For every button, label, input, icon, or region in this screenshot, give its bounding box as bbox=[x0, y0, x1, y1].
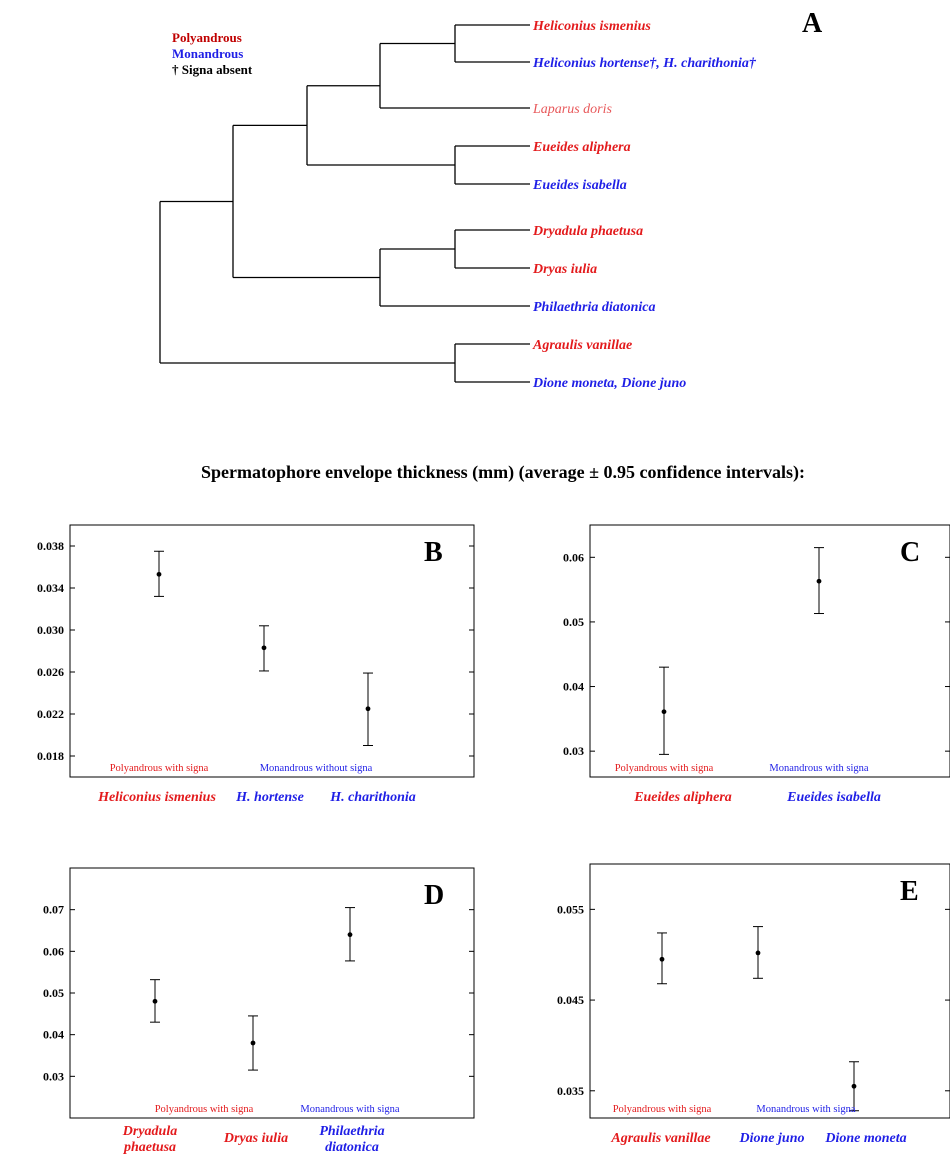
mean-point bbox=[250, 1040, 256, 1046]
panel-c: 0.06 0.05 0.04 0.03 Eueides aliphera Eueides … bbox=[563, 524, 950, 805]
y-tick-label: 0.038 bbox=[37, 539, 64, 553]
species-label: Philaethria diatonica bbox=[319, 1124, 384, 1154]
mean-point bbox=[816, 578, 822, 584]
tip-label: Eueides aliphera bbox=[532, 140, 631, 155]
panel-label: B bbox=[424, 537, 443, 568]
mean-point bbox=[347, 932, 353, 938]
tip-label: Dione moneta, Dione juno bbox=[532, 376, 686, 391]
mean-point bbox=[156, 571, 162, 577]
y-tick-label: 0.06 bbox=[563, 550, 584, 564]
y-tick-label: 0.05 bbox=[563, 615, 584, 629]
mean-point bbox=[152, 998, 158, 1004]
group-label: Monandrous with signa bbox=[769, 763, 869, 774]
legend-entry: Monandrous bbox=[172, 46, 243, 61]
panel-b: 0.038 0.034 0.030 0.026 0.022 0.018 Heliconius… bbox=[37, 524, 475, 805]
group-label: Monandrous without signa bbox=[260, 763, 373, 774]
species-label: Eueides aliphera bbox=[633, 790, 732, 805]
panel-label: A bbox=[802, 8, 823, 39]
species-label: Eueides isabella bbox=[786, 790, 881, 805]
mean-point bbox=[261, 645, 267, 651]
group-label: Polyandrous with signa bbox=[615, 763, 714, 774]
species-label-line: diatonica bbox=[325, 1140, 379, 1154]
plot-frame bbox=[69, 867, 475, 1119]
species-label: Dione juno bbox=[739, 1131, 805, 1146]
tip-label: Philaethria diatonica bbox=[533, 300, 656, 315]
plot-frame bbox=[589, 863, 950, 1119]
tip-label: Heliconius ismenius bbox=[532, 19, 651, 34]
y-tick-label: 0.05 bbox=[43, 986, 64, 1000]
mean-point bbox=[365, 706, 371, 712]
group-label: Polyandrous with signa bbox=[613, 1104, 712, 1115]
tip-label: Eueides isabella bbox=[532, 178, 627, 193]
species-label-line: Dryadula bbox=[122, 1124, 177, 1139]
species-label-line: Philaethria bbox=[319, 1124, 384, 1139]
phylogeny-panel: Heliconius ismenius Heliconius hortense†,… bbox=[159, 8, 823, 391]
y-tick-label: 0.04 bbox=[563, 680, 584, 694]
group-label: Monandrous with signa bbox=[756, 1104, 856, 1115]
y-tick-label: 0.06 bbox=[43, 944, 64, 958]
y-tick-label: 0.026 bbox=[37, 665, 64, 679]
tip-label: Dryadula phaetusa bbox=[532, 224, 643, 239]
mean-point bbox=[755, 950, 761, 956]
panel-e: 0.055 0.045 0.035 Agraulis vanillae Dione ju… bbox=[557, 863, 950, 1146]
y-tick-label: 0.034 bbox=[37, 581, 64, 595]
mean-point bbox=[851, 1083, 857, 1089]
group-label: Monandrous with signa bbox=[300, 1104, 400, 1115]
y-tick-label: 0.04 bbox=[43, 1028, 64, 1042]
tip-label: Agraulis vanillae bbox=[532, 338, 632, 353]
species-label: Dryadula phaetusa bbox=[122, 1124, 177, 1154]
species-label-line: Dryas iulia bbox=[223, 1131, 288, 1146]
species-label: Agraulis vanillae bbox=[610, 1131, 710, 1146]
y-tick-label: 0.03 bbox=[43, 1069, 64, 1083]
tip-label: Heliconius hortense†, H. charithonia† bbox=[532, 56, 757, 71]
species-label-line: phaetusa bbox=[123, 1140, 176, 1154]
y-tick-label: 0.022 bbox=[37, 707, 64, 721]
species-label: Dione moneta bbox=[824, 1131, 906, 1146]
legend-entry: † Signa absent bbox=[172, 62, 253, 77]
y-tick-label: 0.035 bbox=[557, 1084, 584, 1098]
species-label: H. charithonia bbox=[329, 790, 416, 805]
legend-entry: Polyandrous bbox=[172, 30, 242, 45]
group-label: Polyandrous with signa bbox=[155, 1104, 254, 1115]
panel-label: E bbox=[900, 876, 919, 907]
mean-point bbox=[661, 709, 667, 715]
panel-label: D bbox=[424, 880, 444, 911]
y-tick-label: 0.055 bbox=[557, 902, 584, 916]
group-label: Polyandrous with signa bbox=[110, 763, 209, 774]
species-label: Heliconius ismenius bbox=[97, 790, 216, 805]
plot-frame bbox=[589, 524, 950, 778]
y-tick-label: 0.03 bbox=[563, 744, 584, 758]
species-label: H. hortense bbox=[235, 790, 304, 805]
tip-label: Laparus doris bbox=[532, 102, 613, 117]
y-tick-label: 0.030 bbox=[37, 623, 64, 637]
y-tick-label: 0.045 bbox=[557, 993, 584, 1007]
mean-point bbox=[659, 956, 665, 962]
y-tick-label: 0.07 bbox=[43, 903, 64, 917]
panel-label: C bbox=[900, 537, 920, 568]
y-tick-label: 0.018 bbox=[37, 749, 64, 763]
tip-label: Dryas iulia bbox=[532, 262, 597, 277]
plot-frame bbox=[69, 524, 475, 778]
species-label: Dryas iulia bbox=[223, 1131, 288, 1146]
section-title: Spermatophore envelope thickness (mm) (a… bbox=[201, 462, 805, 483]
